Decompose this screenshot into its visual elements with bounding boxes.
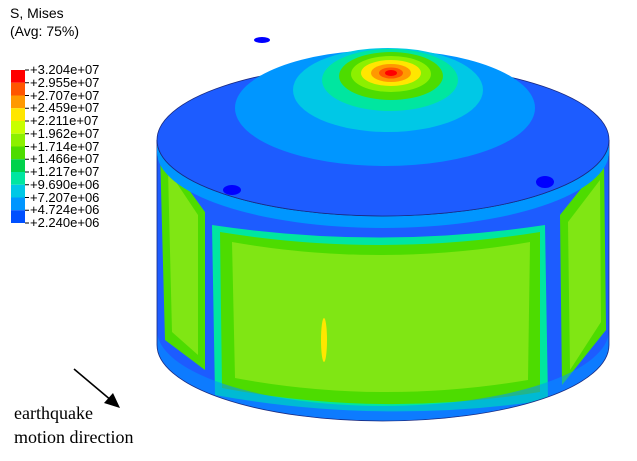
legend-label: +2.240e+06 [30,215,100,230]
legend-swatch [11,133,25,147]
legend-color-bar [11,69,29,224]
side-panel-left-inner [168,170,198,355]
legend-label: +4.724e+06 [30,202,100,218]
caption-line-2: motion direction [14,427,134,447]
side-panel-right-inner [568,180,601,370]
legend-title: S, Mises [10,5,64,21]
motion-arrow [73,368,120,408]
legend-swatch [11,197,25,211]
side-outline [156,140,610,422]
side-panel-center [232,242,530,393]
cylinder-top-face [156,37,610,217]
legend-label: +3.204e+07 [30,62,100,77]
legend-swatch [11,210,25,223]
legend-label: +1.714e+07 [30,138,100,154]
top-hotspot [385,70,397,76]
caption-line-1: earthquake [14,403,93,423]
legend-label: +1.217e+07 [30,164,100,179]
legend-swatch [11,108,25,121]
arrow-shaft [73,368,113,402]
legend-swatch [11,172,25,185]
legend-label: +2.955e+07 [30,74,100,90]
legend-label: +1.466e+07 [30,151,100,167]
legend-swatch [11,95,25,109]
legend-label: +7.207e+06 [30,189,100,205]
legend-label: +1.962e+07 [30,125,100,141]
legend-swatch [11,82,25,96]
legend-swatch [11,70,25,83]
legend-label: +2.707e+07 [30,87,100,103]
arrow-head [104,393,120,408]
legend-label: +2.211e+07 [30,113,99,128]
legend-subtitle: (Avg: 75%) [10,23,79,39]
top-spot-right [536,176,554,188]
side-streak [321,318,327,362]
top-spot-back [254,37,270,43]
top-spot-left [223,185,241,195]
legend-label: +2.459e+07 [30,100,100,116]
side-bottom-band [157,330,609,421]
legend-swatch [11,184,25,198]
legend-swatch [11,146,25,160]
legend-swatch [11,159,25,172]
legend-swatch [11,121,25,134]
legend-label: +9.690e+06 [30,176,100,192]
